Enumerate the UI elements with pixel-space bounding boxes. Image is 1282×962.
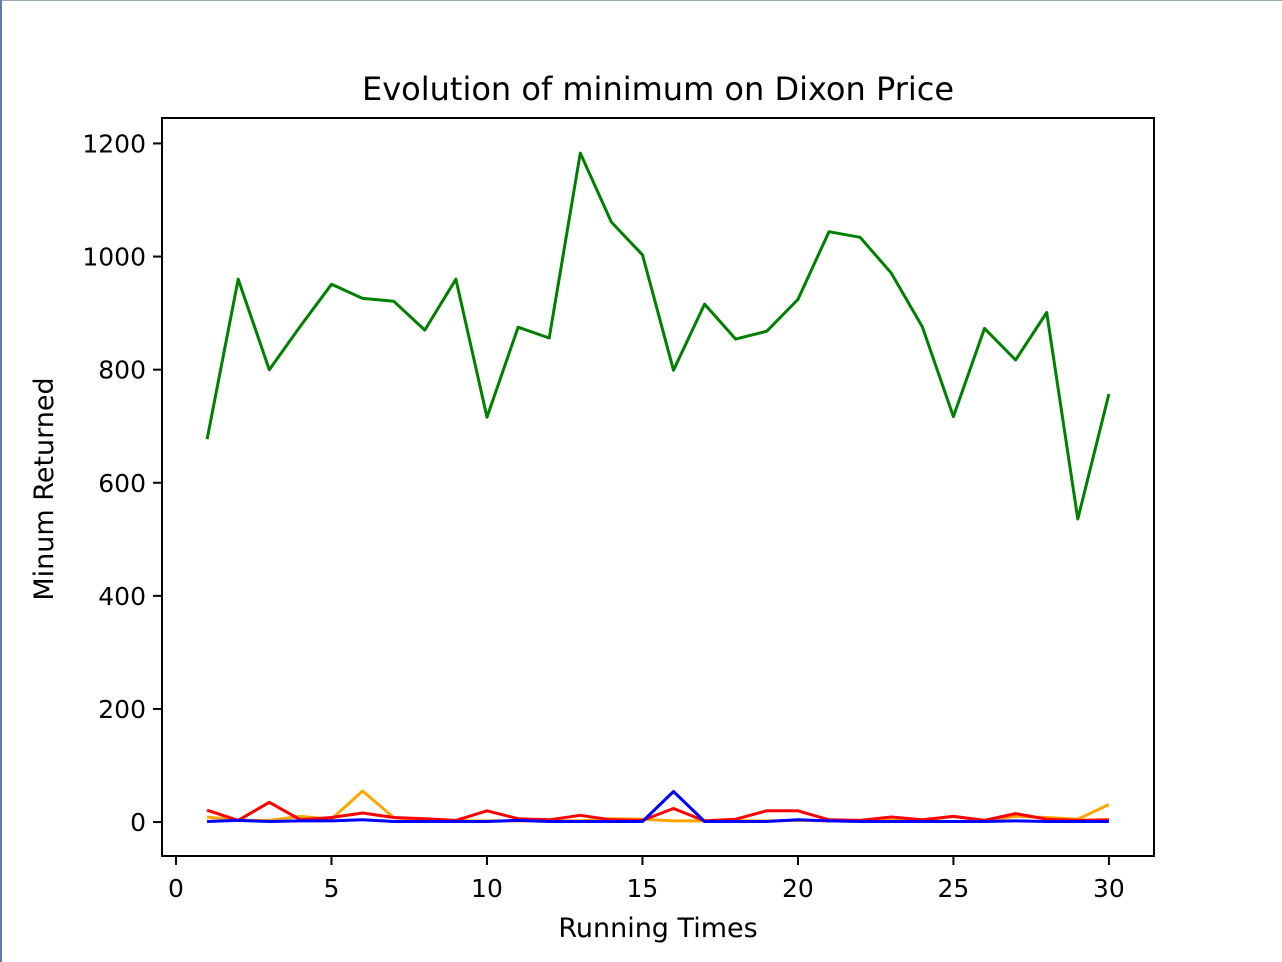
y-tick-label: 200 [98, 695, 146, 724]
series-line-4 [207, 790, 1109, 823]
y-tick-label: 800 [98, 356, 146, 385]
series-line-3 [206, 800, 1109, 823]
chart-title: Evolution of minimum on Dixon Price [362, 70, 954, 108]
series-layer [205, 151, 1111, 823]
x-tick-label: 0 [168, 874, 184, 903]
y-axis-label: Minum Returned [29, 377, 60, 600]
y-tick-label: 0 [130, 808, 146, 837]
window-top-edge [0, 0, 1282, 1]
y-tick-label: 400 [98, 582, 146, 611]
y-tick-label: 600 [98, 469, 146, 498]
plot-area-frame [161, 117, 1155, 857]
window-left-edge [0, 0, 2, 962]
ticks-layer: 0 5 10 15 20 25 30 0 200 400 600 800 1000 1200 [82, 129, 1124, 903]
y-tick-label: 1200 [82, 129, 146, 158]
x-axis-label: Running Times [558, 913, 757, 944]
series-line-1 [205, 151, 1111, 521]
y-tick-label: 1000 [82, 243, 146, 272]
x-tick-label: 10 [471, 874, 503, 903]
x-tick-label: 5 [324, 874, 340, 903]
x-tick-label: 15 [627, 874, 659, 903]
x-tick-label: 20 [782, 874, 814, 903]
x-tick-label: 25 [938, 874, 970, 903]
x-tick-label: 30 [1093, 874, 1125, 903]
